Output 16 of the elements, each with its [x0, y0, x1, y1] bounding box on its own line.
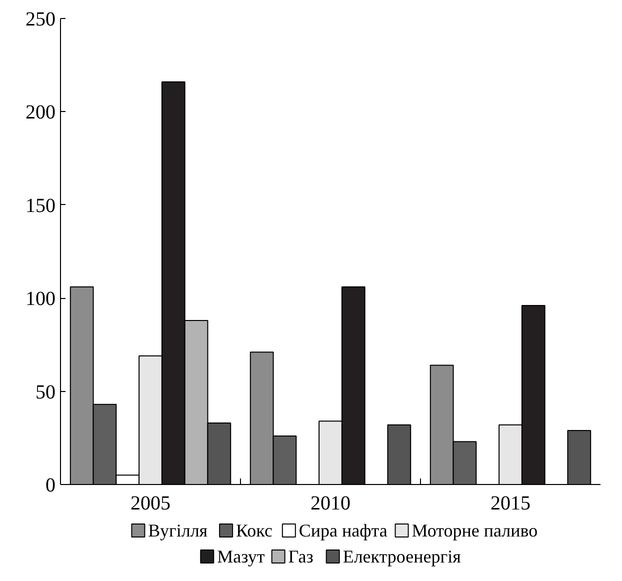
y-tick-label: 250	[26, 8, 56, 30]
legend-label: Електроенергія	[342, 546, 461, 566]
legend-label: Кокс	[236, 520, 272, 540]
x-tick-label: 2010	[310, 492, 350, 514]
y-tick-label: 150	[26, 194, 56, 217]
legend-label: Вугілля	[148, 520, 208, 540]
legend-label: Газ	[288, 546, 314, 566]
legend-label: Мазут	[217, 546, 265, 566]
legend-label: Моторне паливо	[412, 520, 538, 540]
y-tick-label: 200	[26, 102, 56, 124]
y-tick-label: 0	[46, 474, 56, 496]
x-tick-label: 2005	[130, 492, 170, 514]
x-tick-label: 2015	[490, 492, 530, 514]
y-tick-label: 50	[36, 381, 56, 404]
legend-label: Сира нафта	[298, 520, 388, 540]
y-tick-label: 100	[26, 288, 56, 310]
